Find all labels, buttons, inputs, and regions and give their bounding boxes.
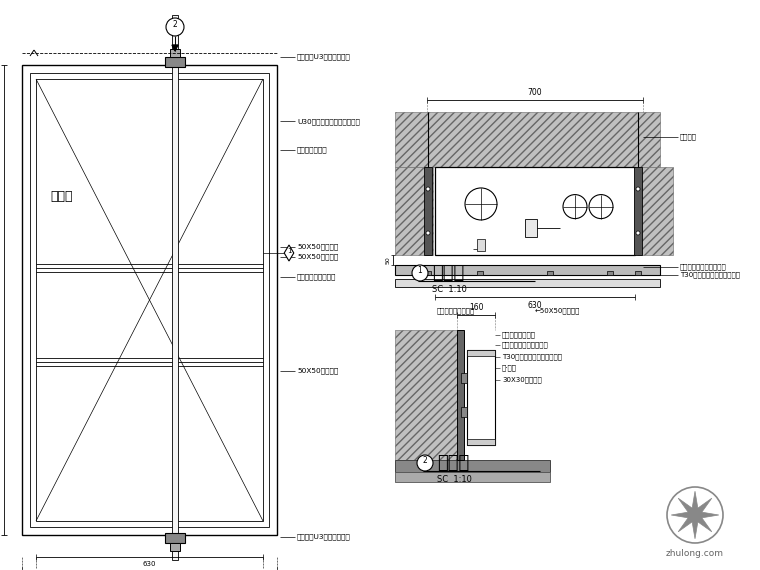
Bar	[477, 239, 485, 251]
Text: 1: 1	[418, 266, 423, 275]
Bar	[395, 279, 660, 287]
Bar	[395, 460, 550, 472]
Text: 与所在位置面料一致: 与所在位置面料一致	[297, 273, 337, 280]
Text: 万向轴承U3膨胀螺栓卫定: 万向轴承U3膨胀螺栓卫定	[297, 54, 351, 60]
Bar	[395, 112, 660, 167]
Text: 剖面图: 剖面图	[437, 454, 469, 472]
Text: 2: 2	[423, 456, 427, 465]
Text: 万丁轴承出膜涨螺经固定: 万丁轴承出膜涨螺经固定	[502, 341, 549, 348]
Text: zhulong.com: zhulong.com	[666, 549, 724, 558]
Text: 万向轴厌U3膨胀螺栓厌定: 万向轴厌U3膨胀螺栓厌定	[297, 534, 351, 540]
Bar	[607, 271, 613, 275]
Polygon shape	[284, 245, 294, 261]
Bar	[395, 472, 550, 482]
Text: SC  1:10: SC 1:10	[437, 474, 472, 483]
Circle shape	[426, 231, 430, 235]
Polygon shape	[671, 511, 695, 519]
Text: 消·焦箱: 消·焦箱	[502, 365, 517, 371]
Bar	[457, 330, 464, 460]
Text: ←50X50镀锌角钢: ←50X50镀锌角钢	[535, 307, 581, 314]
Text: 万向端承七膨胀螺栓固定: 万向端承七膨胀螺栓固定	[680, 264, 727, 270]
Polygon shape	[691, 515, 699, 539]
Text: 1: 1	[287, 248, 291, 254]
Bar	[461, 373, 467, 383]
Text: 与前位置材凉一液: 与前位置材凉一液	[502, 332, 536, 339]
Text: 50X50镀锌角钢: 50X50镀锌角钢	[297, 244, 338, 250]
Text: 50X50墙定角争: 50X50墙定角争	[297, 254, 338, 260]
Bar	[170, 49, 180, 57]
Text: 160: 160	[469, 303, 483, 312]
Bar	[635, 271, 641, 275]
Circle shape	[426, 187, 430, 191]
Polygon shape	[692, 498, 712, 518]
Bar	[424, 167, 432, 255]
Bar	[461, 406, 467, 417]
Bar	[165, 533, 185, 543]
Text: U30钢柜二下与万向轴丝连卡: U30钢柜二下与万向轴丝连卡	[297, 118, 360, 125]
Circle shape	[417, 455, 433, 471]
Bar	[638, 167, 673, 255]
Circle shape	[412, 265, 428, 281]
Circle shape	[636, 187, 640, 191]
Text: 50: 50	[386, 256, 391, 264]
Bar	[425, 271, 431, 275]
Bar	[170, 543, 180, 551]
Bar	[467, 439, 495, 445]
Polygon shape	[678, 498, 698, 518]
Text: 630: 630	[527, 301, 543, 310]
Bar	[525, 219, 537, 237]
Bar	[467, 350, 495, 356]
Circle shape	[166, 18, 184, 36]
Bar	[467, 350, 495, 445]
Bar	[477, 271, 483, 275]
Text: 消火栓: 消火栓	[50, 190, 72, 203]
Text: T30钢柜上下与万庭结承凸接: T30钢柜上下与万庭结承凸接	[502, 354, 562, 360]
Bar	[395, 330, 460, 460]
Bar	[435, 167, 635, 255]
Bar	[172, 15, 178, 560]
Text: 与所在位置面料一致: 与所在位置面料一致	[437, 307, 475, 314]
Bar	[634, 167, 642, 255]
Text: T30钢柜上下与万庭结承凸接: T30钢柜上下与万庭结承凸接	[680, 272, 740, 278]
Bar	[395, 265, 660, 275]
Text: 1800: 1800	[0, 291, 1, 309]
Bar	[22, 65, 277, 535]
Polygon shape	[691, 491, 699, 515]
Bar	[547, 271, 553, 275]
Bar	[165, 57, 185, 67]
Text: 700: 700	[527, 88, 543, 97]
Circle shape	[667, 487, 723, 543]
Bar	[36, 79, 263, 521]
Bar	[395, 167, 433, 255]
Text: 30X30墙经角钢: 30X30墙经角钢	[502, 377, 542, 383]
Text: 50X50板笼内网: 50X50板笼内网	[297, 367, 338, 374]
Text: 剖面图: 剖面图	[432, 264, 464, 282]
Polygon shape	[678, 512, 698, 532]
Text: SC  1:10: SC 1:10	[432, 284, 467, 294]
Circle shape	[636, 231, 640, 235]
Polygon shape	[695, 511, 719, 519]
Polygon shape	[692, 512, 712, 532]
Polygon shape	[172, 45, 178, 51]
Bar	[30, 73, 269, 527]
Text: 630: 630	[143, 561, 157, 567]
Text: 消火栓箱: 消火栓箱	[680, 134, 697, 140]
Text: 红色有机玻璃字: 红色有机玻璃字	[297, 146, 328, 153]
Text: 2: 2	[173, 20, 177, 29]
